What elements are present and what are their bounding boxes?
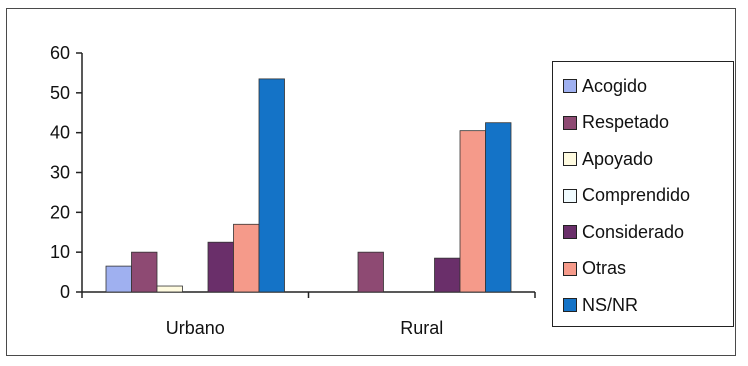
legend-item-otras: Otras	[563, 251, 733, 288]
legend-item-comprendido: Comprendido	[563, 178, 733, 215]
bar-chart: 0 10 20 30 40 50 60 Urbano Rural	[50, 43, 536, 338]
legend-label-ns-nr: NS/NR	[582, 294, 639, 315]
bar-rural-considerado	[434, 257, 461, 293]
y-tick-label-0: 0	[60, 282, 70, 302]
y-tick-label-60: 60	[50, 43, 70, 63]
legend-label-comprendido: Comprendido	[582, 185, 691, 206]
bar-rural-otras	[459, 130, 486, 293]
y-tick-label-30: 30	[50, 163, 70, 183]
bar-urbano-acogido	[105, 265, 132, 293]
legend-swatch-acogido	[563, 79, 577, 94]
bar-rural-respetado	[357, 251, 384, 293]
bar-rural-ns-nr	[485, 122, 512, 293]
bar-urbano-respetado	[131, 251, 158, 293]
bar-urbano-apoyado	[156, 285, 183, 293]
x-category-label-rural: Rural	[400, 318, 443, 338]
y-tick-label-20: 20	[50, 202, 70, 222]
legend-item-acogido: Acogido	[563, 68, 733, 105]
y-tick-label-40: 40	[50, 123, 70, 143]
legend-swatch-apoyado	[563, 152, 577, 167]
legend-swatch-considerado	[563, 225, 577, 240]
legend-label-considerado: Considerado	[582, 221, 685, 242]
legend-item-apoyado: Apoyado	[563, 141, 733, 178]
legend-label-acogido: Acogido	[582, 75, 648, 96]
legend-item-respetado: Respetado	[563, 105, 733, 142]
bar-urbano-otras	[233, 223, 260, 293]
legend: Acogido Respetado Apoyado Comprendido Consid…	[552, 61, 734, 327]
legend-label-otras: Otras	[582, 258, 627, 279]
y-tick-label-50: 50	[50, 83, 70, 103]
bar-urbano-ns-nr	[258, 78, 285, 293]
x-category-label-urbano: Urbano	[166, 318, 225, 338]
legend-item-ns-nr: NS/NR	[563, 287, 733, 324]
legend-swatch-respetado	[563, 115, 577, 130]
legend-swatch-ns-nr	[563, 298, 577, 313]
legend-label-respetado: Respetado	[582, 112, 670, 133]
bar-urbano-considerado	[207, 241, 234, 293]
legend-label-apoyado: Apoyado	[582, 148, 654, 169]
y-tick-label-10: 10	[50, 242, 70, 262]
legend-item-considerado: Considerado	[563, 214, 733, 251]
legend-swatch-otras	[563, 261, 577, 276]
legend-swatch-comprendido	[563, 188, 577, 203]
chart-frame: 0 10 20 30 40 50 60 Urbano Rural Acogido Respetad…	[6, 8, 736, 356]
